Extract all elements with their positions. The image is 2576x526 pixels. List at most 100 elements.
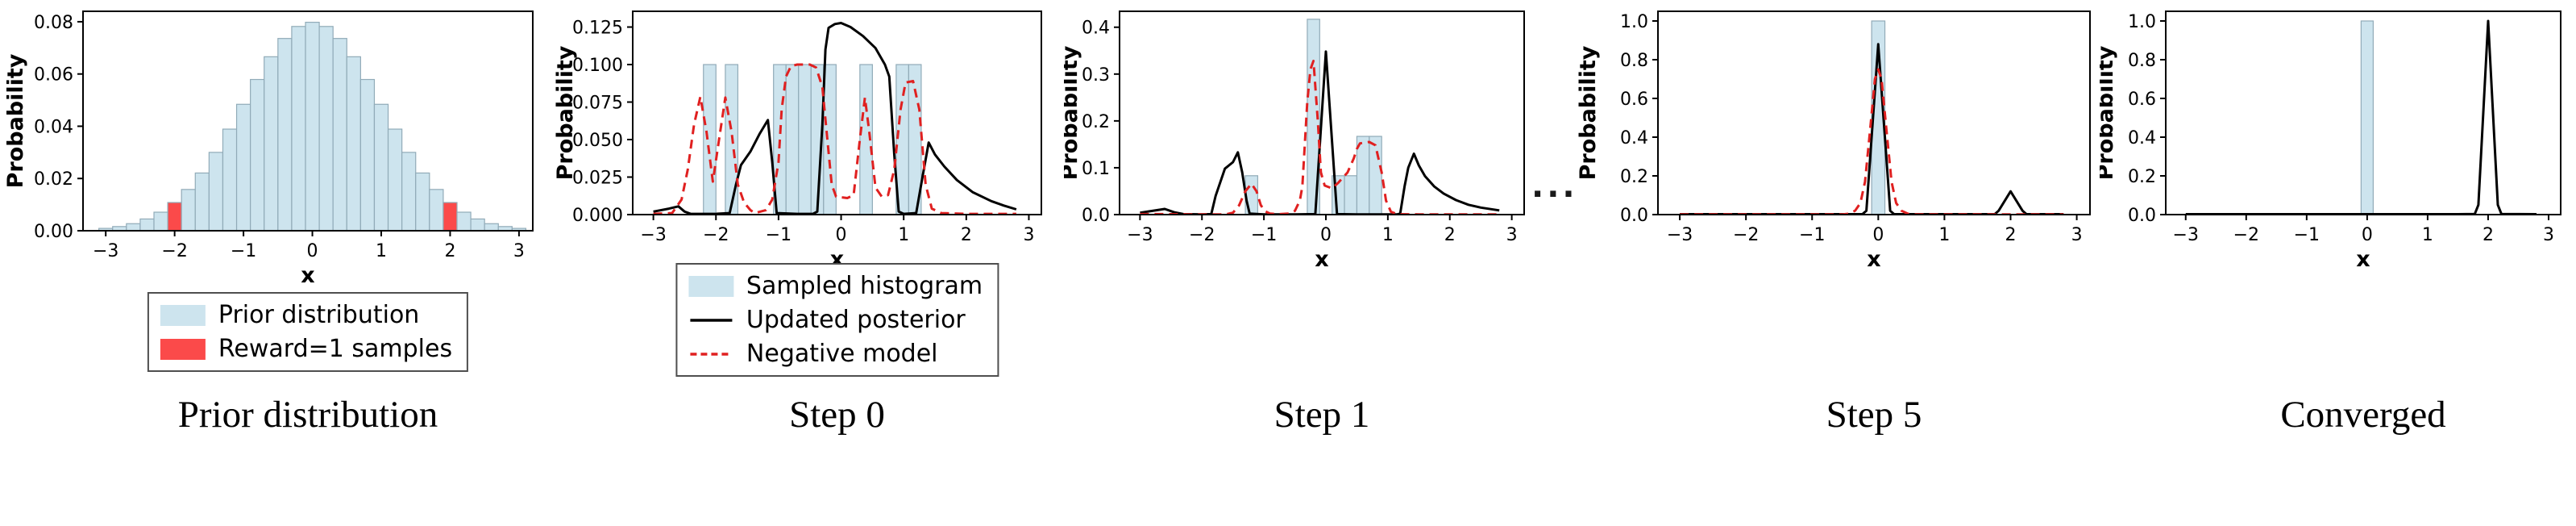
histogram-bar (305, 22, 320, 231)
y-tick-label: 0.075 (572, 94, 623, 114)
x-tick-label: −3 (93, 241, 118, 261)
y-tick-label: 0.04 (34, 117, 73, 137)
legend-item-label: Reward=1 samples (218, 335, 453, 363)
histogram-bar (332, 38, 347, 231)
y-tick-label: 1.0 (2128, 12, 2156, 32)
histogram-bar (250, 78, 265, 231)
y-tick-label: 0.0 (2128, 206, 2156, 226)
ellipsis-separator: ··· (1531, 0, 1576, 526)
histogram-bar (194, 172, 210, 231)
legend-item: Sampled histogram (688, 273, 983, 299)
legend-item-label: Prior distribution (218, 301, 420, 329)
x-axis-label: x (1867, 247, 1880, 272)
histogram-bar (401, 152, 417, 231)
x-axis-label: x (1315, 247, 1328, 272)
plot-converged: −3 −2 −1 0 1 2 3 0.0 0.2 0.4 0.6 0.8 1.0 x Probability (2093, 0, 2576, 276)
y-axis-label: Probability (1064, 45, 1082, 180)
x-tick-label: 3 (2071, 225, 2083, 245)
x-tick-label: −1 (2294, 225, 2320, 245)
x-tick-label: −2 (703, 225, 729, 245)
caption-step0: Step 0 (789, 394, 885, 436)
plot-area (1680, 20, 2064, 215)
y-axis-label: Probability (6, 53, 28, 188)
panel-step0: −3 −2 −1 0 1 2 3 0.000 0.025 0.050 0.075 0.100 0.125… (553, 10, 1042, 272)
histogram-bar (387, 128, 403, 231)
legend-prior: Prior distribution Reward=1 samples (147, 292, 469, 372)
x-tick-label: −3 (1667, 225, 1693, 245)
y-axis-label: Probability (555, 45, 578, 180)
plot-area (1140, 19, 1500, 215)
x-tick-label: 1 (898, 225, 909, 245)
plot-area (98, 22, 527, 231)
histogram-bar (346, 56, 361, 231)
histogram-bar (470, 218, 485, 231)
y-tick-label: 0.08 (34, 13, 73, 33)
histogram-bar (511, 228, 527, 231)
y-tick-label: 0.2 (1082, 112, 1110, 132)
figure-column-step0: −3 −2 −1 0 1 2 3 0.000 0.025 0.050 0.075 0.100 0.125… (553, 0, 1064, 526)
caption-step5: Step 5 (1826, 394, 1922, 436)
x-tick-label: 0 (1872, 225, 1884, 245)
histogram-bar (318, 26, 334, 231)
x-tick-label: 1 (2422, 225, 2433, 245)
x-tick-label: −2 (161, 241, 187, 261)
histogram-bar (1369, 136, 1382, 215)
dashed-line-swatch-icon (688, 344, 733, 365)
y-tick-label: 0.100 (572, 56, 623, 76)
caption-prior: Prior distribution (177, 394, 438, 436)
x-tick-label: −2 (1733, 225, 1759, 245)
histogram-bar (373, 103, 389, 231)
y-tick-label: 1.0 (1620, 12, 1648, 32)
y-tick-label: 0.1 (1082, 159, 1110, 179)
y-tick-label: 0.2 (1620, 167, 1648, 187)
x-tick-label: 2 (961, 225, 972, 245)
plot-frame (1657, 10, 2091, 215)
red-patch-swatch-icon (160, 338, 206, 360)
x-tick-label: 2 (444, 241, 455, 261)
y-tick-label: 0.06 (34, 65, 73, 86)
x-tick-label: 2 (2005, 225, 2017, 245)
x-tick-label: −1 (231, 241, 256, 261)
line-negative-model (1140, 60, 1500, 215)
panel-converged: −3 −2 −1 0 1 2 3 0.0 0.2 0.4 0.6 0.8 1.0 x Probability (2093, 10, 2561, 272)
x-tick-label: 0 (836, 225, 847, 245)
histogram-bar (859, 64, 873, 215)
y-tick-label: 0.8 (2128, 51, 2156, 71)
x-tick-label: 3 (1506, 225, 1518, 245)
plot-prior: −3 −2 −1 0 1 2 3 0.00 0.02 0.04 0.06 0.08 x Probabili… (3, 0, 555, 292)
histogram-bar (823, 64, 837, 215)
histogram-bar (456, 211, 472, 231)
x-axis-label: x (301, 263, 314, 288)
histogram-bar-reward (167, 202, 182, 231)
histogram-bar (139, 218, 155, 231)
panel-prior: −3 −2 −1 0 1 2 3 0.00 0.02 0.04 0.06 0.08 x Probabili… (3, 10, 534, 288)
plot-step0: −3 −2 −1 0 1 2 3 0.000 0.025 0.050 0.075 0.100 0.125… (553, 0, 1064, 276)
x-tick-label: −1 (1251, 225, 1277, 245)
x-tick-label: −1 (1799, 225, 1825, 245)
legend-item-label: Updated posterior (746, 306, 966, 334)
histogram-bar (277, 38, 293, 231)
histogram-bar (222, 128, 238, 231)
x-tick-label: 0 (1320, 225, 1332, 245)
histogram-bar (126, 223, 141, 231)
histogram-bar (1244, 175, 1259, 215)
line-negative-model (1680, 68, 2064, 215)
panel-step5: −3 −2 −1 0 1 2 3 0.0 0.2 0.4 0.6 0.8 1.0 x Probability (1576, 10, 2091, 272)
histogram-bar (181, 189, 196, 231)
legend-item: Reward=1 samples (160, 336, 452, 362)
plot-step1: −3 −2 −1 0 1 2 3 0.0 0.1 0.2 0.3 0.4 x Probability (1057, 0, 1531, 276)
legend-item-label: Negative model (746, 340, 938, 368)
plot-frame (632, 10, 1042, 215)
histogram-bar (798, 64, 812, 215)
caption-converged: Converged (2280, 394, 2446, 436)
histogram-bar-reward (442, 202, 458, 231)
y-tick-label: 0.6 (2128, 90, 2156, 110)
x-tick-label: −2 (2233, 225, 2259, 245)
plot-frame (82, 10, 534, 232)
y-axis-label: Probability (1576, 45, 1601, 180)
x-tick-label: 1 (1938, 225, 1950, 245)
y-tick-label: 0.02 (34, 169, 73, 190)
x-tick-label: 2 (1444, 225, 1456, 245)
figure-column-step1: −3 −2 −1 0 1 2 3 0.0 0.1 0.2 0.3 0.4 x Probability St… (1057, 0, 1531, 526)
x-tick-label: −2 (1189, 225, 1215, 245)
